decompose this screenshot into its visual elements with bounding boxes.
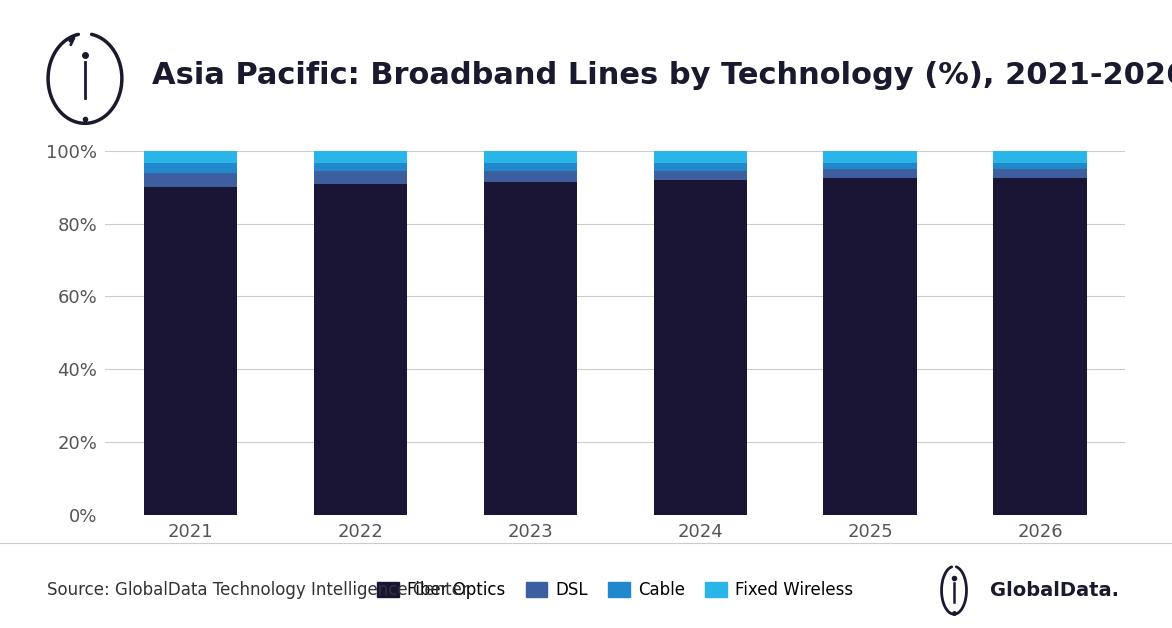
- Bar: [654, 163, 747, 171]
- Bar: [994, 163, 1086, 169]
- Text: Asia Pacific: Broadband Lines by Technology (%), 2021-2026: Asia Pacific: Broadband Lines by Technol…: [152, 61, 1172, 90]
- Bar: [824, 178, 917, 515]
- Bar: [144, 173, 237, 187]
- Bar: [314, 183, 407, 515]
- Text: GlobalData.: GlobalData.: [990, 581, 1119, 600]
- Bar: [994, 178, 1086, 515]
- Bar: [314, 163, 407, 171]
- Bar: [654, 180, 747, 515]
- Bar: [314, 151, 407, 163]
- Bar: [824, 163, 917, 169]
- Bar: [314, 171, 407, 183]
- Bar: [654, 151, 747, 163]
- Bar: [144, 187, 237, 515]
- Legend: Fiber Optics, DSL, Cable, Fixed Wireless: Fiber Optics, DSL, Cable, Fixed Wireless: [370, 574, 860, 605]
- Bar: [484, 163, 577, 171]
- Bar: [484, 171, 577, 181]
- Text: Source: GlobalData Technology Intelligence Center: Source: GlobalData Technology Intelligen…: [47, 582, 469, 599]
- Bar: [144, 151, 237, 163]
- Bar: [994, 169, 1086, 178]
- Bar: [654, 171, 747, 180]
- Bar: [824, 151, 917, 163]
- Bar: [824, 169, 917, 178]
- Bar: [994, 151, 1086, 163]
- Bar: [484, 181, 577, 515]
- Bar: [144, 163, 237, 173]
- Bar: [484, 151, 577, 163]
